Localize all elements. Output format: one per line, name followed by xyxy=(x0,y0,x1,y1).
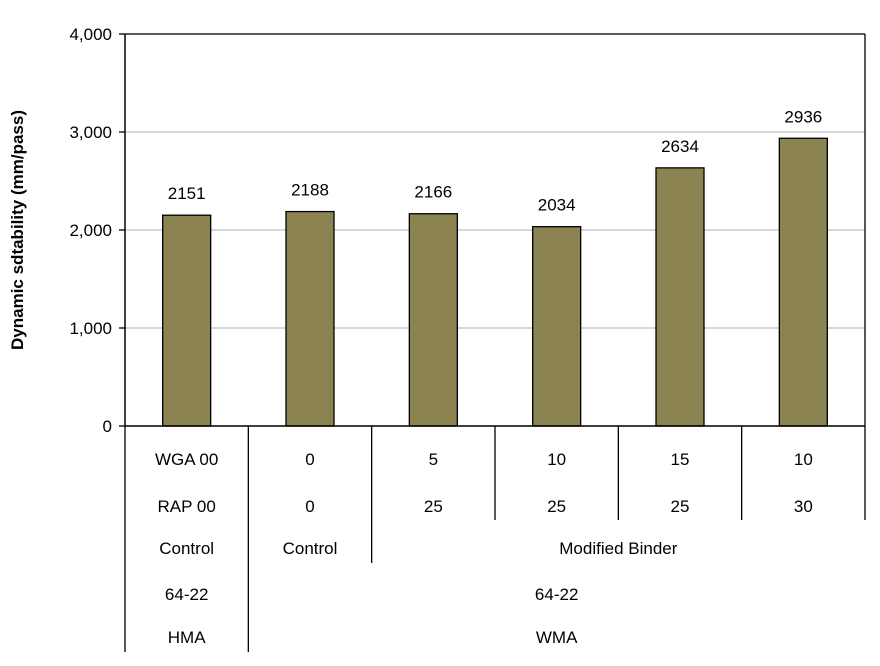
wga-cell: WGA 00 xyxy=(155,450,218,469)
data-label: 2188 xyxy=(291,181,329,200)
bar xyxy=(285,210,335,427)
bar xyxy=(162,214,212,427)
binder-cell: Modified Binder xyxy=(559,539,677,558)
mix-cell: HMA xyxy=(168,628,206,647)
bar xyxy=(778,137,828,427)
data-labels: 2151 2188 2166 2034 2634 2936 xyxy=(168,107,822,214)
wga-cell: 15 xyxy=(671,450,690,469)
data-label: 2634 xyxy=(661,137,699,156)
y-tick-label: 4,000 xyxy=(69,25,112,44)
bar xyxy=(408,213,458,427)
category-table: WGA 00 0 5 10 15 10 RAP 00 0 25 25 25 30 Control Cont… xyxy=(124,426,866,652)
wga-cell: 10 xyxy=(547,450,566,469)
wga-cell: 0 xyxy=(305,450,314,469)
rap-cell: 25 xyxy=(671,497,690,516)
data-label: 2936 xyxy=(784,107,822,126)
y-tick-label: 3,000 xyxy=(69,123,112,142)
rap-cell: 0 xyxy=(305,497,314,516)
y-tick-label: 1,000 xyxy=(69,319,112,338)
y-tick-labels: 0 1,000 2,000 3,000 4,000 xyxy=(69,25,112,436)
wga-cell: 10 xyxy=(794,450,813,469)
gridlines xyxy=(125,33,865,329)
rap-cell: 25 xyxy=(424,497,443,516)
wga-cell: 5 xyxy=(429,450,438,469)
grade-cell: 64-22 xyxy=(535,585,578,604)
bar xyxy=(655,167,705,427)
grade-cell: 64-22 xyxy=(165,585,208,604)
binder-cell: Control xyxy=(283,539,338,558)
binder-cell: Control xyxy=(159,539,214,558)
rap-cell: 30 xyxy=(794,497,813,516)
data-label: 2151 xyxy=(168,184,206,203)
mix-cell: WMA xyxy=(536,628,578,647)
bars xyxy=(162,137,828,427)
rap-cell: 25 xyxy=(547,497,566,516)
data-label: 2166 xyxy=(414,183,452,202)
y-tick-label: 2,000 xyxy=(69,221,112,240)
y-axis-label: Dynamic sdtability (mm/pass) xyxy=(8,110,27,350)
y-tick-label: 0 xyxy=(103,417,112,436)
bar xyxy=(532,226,582,427)
data-label: 2034 xyxy=(538,196,576,215)
rap-cell: RAP 00 xyxy=(158,497,216,516)
